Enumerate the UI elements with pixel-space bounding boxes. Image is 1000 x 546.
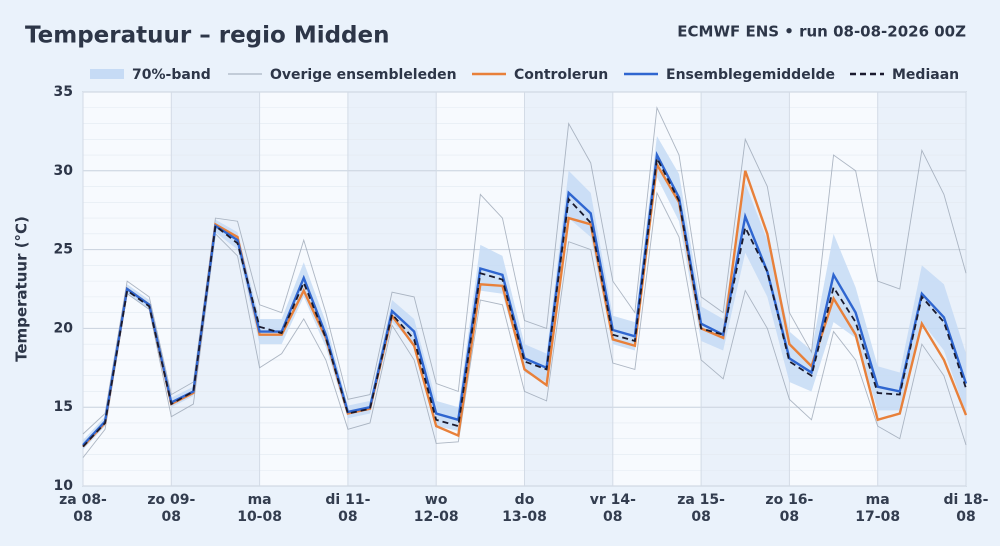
legend-label: Overige ensembleleden xyxy=(270,67,457,83)
x-tick-label: za 08-08 xyxy=(59,492,107,525)
x-tick-label: zo 09-08 xyxy=(147,492,196,525)
member-line xyxy=(82,106,967,435)
x-tick-label: za 15-08 xyxy=(677,492,725,525)
x-tick-label: vr 14-08 xyxy=(589,492,636,525)
legend-label: Controlerun xyxy=(514,67,608,83)
day-shade xyxy=(171,92,260,486)
day-shade xyxy=(347,92,437,486)
legend-label: Ensemblegemiddelde xyxy=(666,67,835,83)
member-line xyxy=(82,191,967,458)
y-tick-label: 20 xyxy=(54,320,74,336)
x-tick-label: di 11-08 xyxy=(325,492,371,525)
y-tick-label: 30 xyxy=(54,163,74,179)
series-line xyxy=(82,155,967,448)
y-tick-label: 35 xyxy=(54,84,73,100)
y-tick-label: 25 xyxy=(54,242,73,258)
legend-label: Mediaan xyxy=(892,67,959,83)
x-tick-label: do 13-08 xyxy=(502,492,547,525)
legend-swatch xyxy=(90,69,124,79)
x-tick-label: ma 10-08 xyxy=(237,492,282,525)
legend-label: 70%-band xyxy=(132,67,211,83)
y-axis-label: Temperatuur (°C) xyxy=(13,216,31,362)
day-shade xyxy=(524,92,613,486)
x-tick-label: wo 12-08 xyxy=(413,492,459,525)
x-tick-label: zo 16-08 xyxy=(765,492,814,525)
x-tick-label: ma 17-08 xyxy=(855,492,901,525)
chart-subtitle: ECMWF ENS • run 08-08-2026 00Z xyxy=(677,23,966,41)
y-tick-label: 15 xyxy=(54,399,73,415)
y-tick-label: 10 xyxy=(54,478,74,494)
x-tick-label: di 18-08 xyxy=(943,492,989,525)
chart-title: Temperatuur – regio Midden xyxy=(25,23,390,49)
